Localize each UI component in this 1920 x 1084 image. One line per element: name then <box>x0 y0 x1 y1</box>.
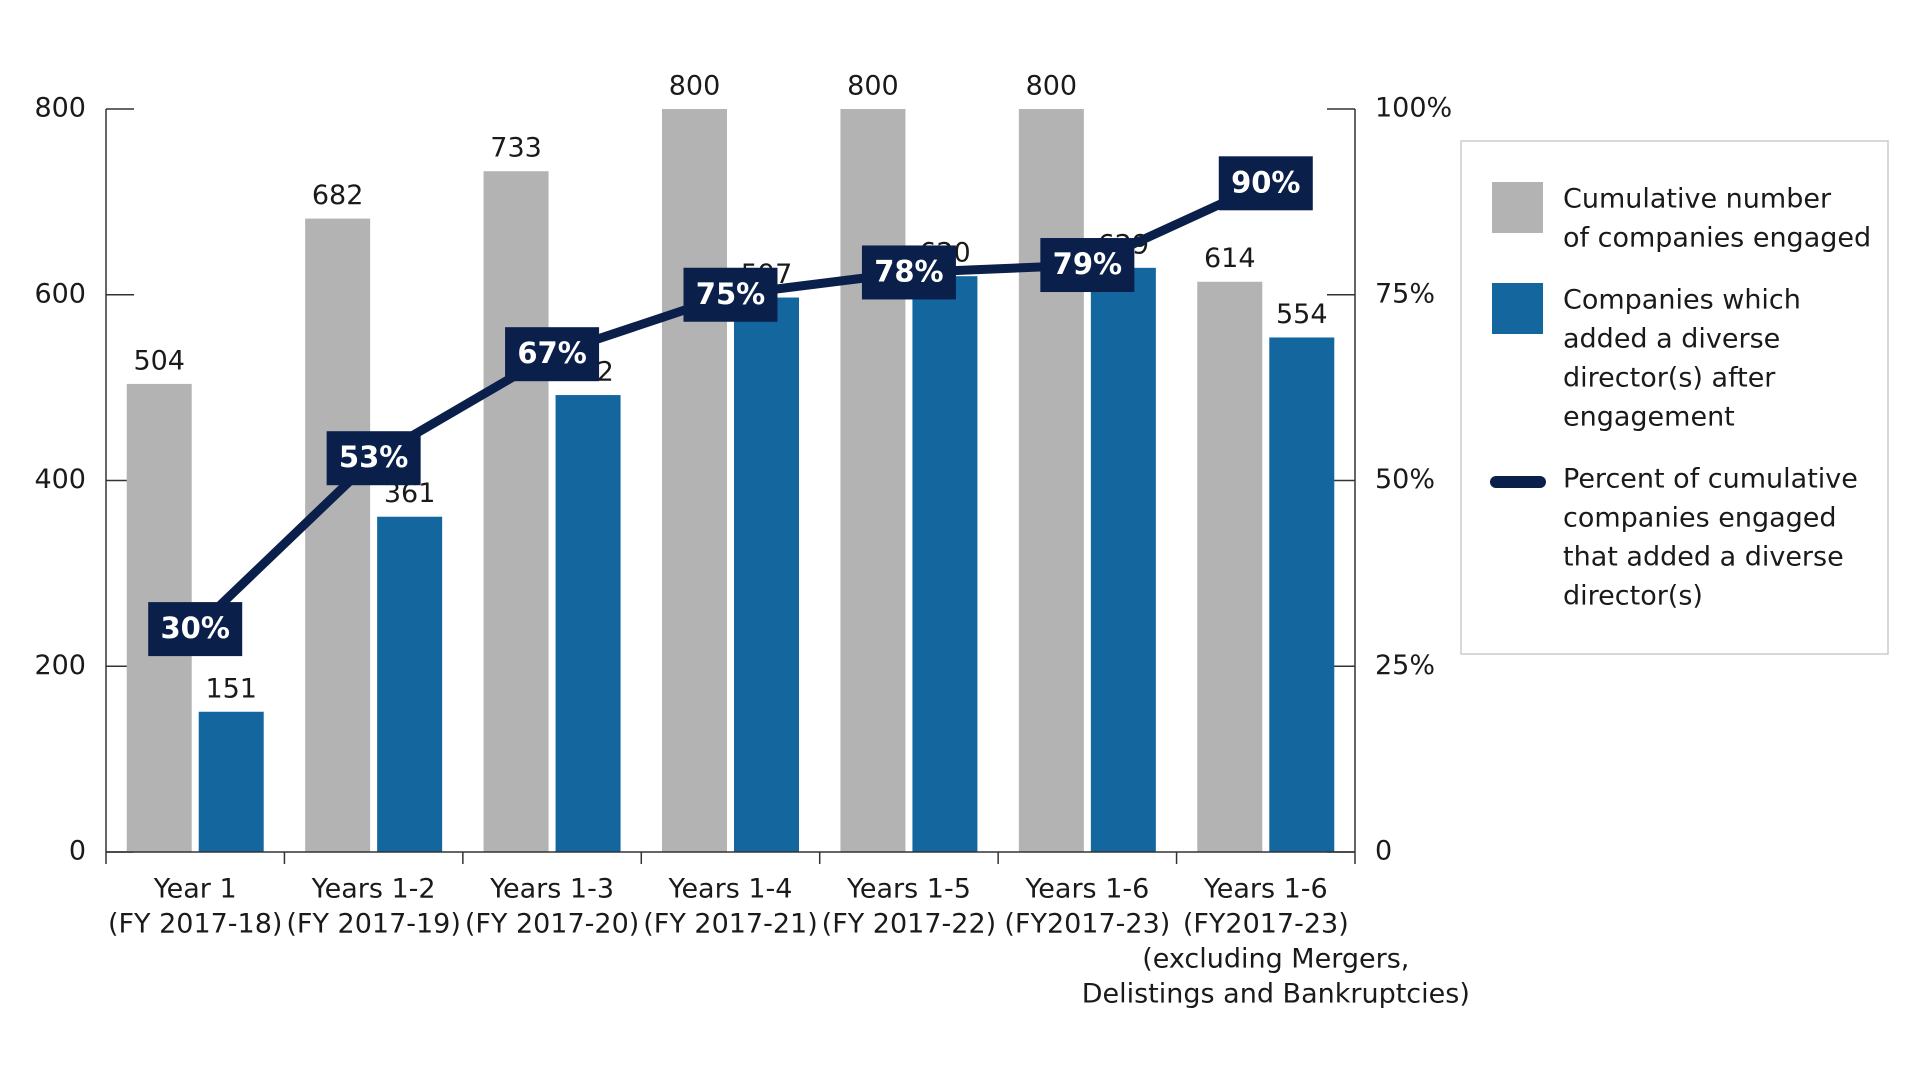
line-value-label: 78% <box>874 254 943 288</box>
legend-label: of companies engaged <box>1563 223 1871 254</box>
x-tick-label: (FY 2017-18) <box>108 909 283 940</box>
y-tick-label: 800 <box>34 93 86 124</box>
legend-label: that added a diverse <box>1563 542 1844 573</box>
x-tick-label: (FY2017-23) <box>1004 909 1170 940</box>
y2-tick-label: 0 <box>1375 836 1392 867</box>
bar-value-label: 733 <box>490 133 542 164</box>
line-value-label: 90% <box>1231 165 1300 199</box>
bar <box>840 109 906 852</box>
line-label-box <box>861 245 956 300</box>
y-tick-label: 600 <box>34 278 86 309</box>
x-tick-label: Years 1-4 <box>668 874 793 905</box>
bar <box>912 276 978 852</box>
line-value-label: 75% <box>696 277 765 311</box>
line-label-box <box>683 267 778 322</box>
y-tick-label: 400 <box>34 464 86 495</box>
x-tick-label: Years 1-6 <box>1203 874 1328 905</box>
line-label: 78% <box>861 245 956 300</box>
bar-value-label: 800 <box>669 71 721 102</box>
line-value-label: 53% <box>339 440 408 474</box>
legend-label: Percent of cumulative <box>1563 464 1858 495</box>
x-tick-label: Year 1 <box>153 874 237 905</box>
bar-value-label: 800 <box>1026 71 1078 102</box>
line-label: 30% <box>148 602 243 657</box>
legend-swatch <box>1492 283 1543 334</box>
x-tick-label: (excluding Mergers, <box>1142 944 1409 975</box>
y-tick-label: 200 <box>34 650 86 681</box>
bar-value-label: 682 <box>312 180 364 211</box>
legend-label: Cumulative number <box>1563 184 1832 215</box>
line-value-label: 67% <box>517 336 586 370</box>
legend-swatch <box>1492 182 1543 233</box>
x-tick-label: Years 1-3 <box>489 874 614 905</box>
line-label: 79% <box>1040 238 1135 293</box>
line-label: 67% <box>505 327 600 382</box>
bar <box>662 109 727 852</box>
bar <box>1197 281 1263 852</box>
bar-value-label: 554 <box>1276 299 1328 330</box>
x-tick-label: (FY2017-23) <box>1183 909 1349 940</box>
x-tick-label: Delistings and Bankruptcies) <box>1082 979 1470 1010</box>
bar <box>555 395 621 852</box>
x-tick-label: (FY 2017-19) <box>286 909 461 940</box>
bar <box>1269 337 1335 852</box>
line-label-box <box>1040 238 1135 293</box>
x-tick-label: (FY 2017-22) <box>822 909 997 940</box>
y2-tick-label: 100% <box>1375 93 1452 124</box>
bar <box>1018 109 1084 852</box>
y2-tick-label: 75% <box>1375 278 1435 309</box>
bar <box>198 711 264 852</box>
line-label-box <box>326 431 421 486</box>
x-tick-label: Years 1-2 <box>311 874 436 905</box>
legend-label: director(s) <box>1563 581 1703 612</box>
bar-value-label: 614 <box>1204 243 1256 274</box>
legend-label: added a diverse <box>1563 324 1780 355</box>
bar <box>305 218 371 852</box>
x-tick-label: (FY 2017-20) <box>465 909 640 940</box>
bar <box>734 297 799 852</box>
x-tick-label: Years 1-6 <box>1024 874 1149 905</box>
x-tick-label: Years 1-5 <box>846 874 971 905</box>
bar <box>483 171 549 852</box>
legend-label: director(s) after <box>1563 363 1776 394</box>
line-label-box <box>148 602 243 657</box>
line-label: 75% <box>683 267 778 322</box>
bar-value-label: 800 <box>847 71 899 102</box>
line-label: 90% <box>1218 156 1313 211</box>
bar <box>1090 267 1156 852</box>
y2-tick-label: 25% <box>1375 650 1435 681</box>
line-label: 53% <box>326 431 421 486</box>
x-tick-label: (FY 2017-21) <box>643 909 818 940</box>
legend-label: engagement <box>1563 402 1735 433</box>
line-value-label: 30% <box>161 611 230 645</box>
y2-tick-label: 50% <box>1375 464 1435 495</box>
bar-value-label: 504 <box>133 345 185 376</box>
line-label-box <box>505 327 600 382</box>
line-label-box <box>1218 156 1313 211</box>
bar <box>377 516 443 852</box>
legend-label: companies engaged <box>1563 503 1837 534</box>
line-value-label: 79% <box>1053 247 1122 281</box>
legend-label: Companies which <box>1563 285 1801 316</box>
y-tick-label: 0 <box>69 836 86 867</box>
bar-value-label: 151 <box>205 673 257 704</box>
